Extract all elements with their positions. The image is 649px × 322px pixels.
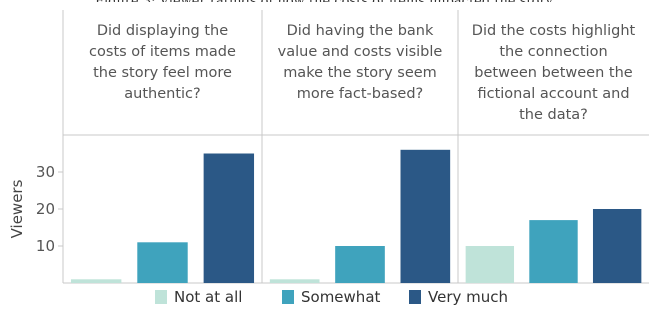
panel-title-line: more fact-based? — [297, 86, 424, 102]
panel-title-line: the connection — [499, 44, 607, 60]
bar-very-much — [401, 150, 451, 283]
panel-title-line: between between the — [474, 65, 632, 81]
y-tick-label: 10 — [36, 237, 55, 255]
panel-title-line: costs of items made — [89, 44, 236, 60]
panel-title-line: make the story seem — [283, 65, 437, 81]
panel-title-line: authentic? — [124, 86, 200, 102]
y-tick-label: 20 — [36, 200, 55, 218]
y-axis-title: Viewers — [8, 179, 26, 238]
panel-title-line: Did having the bank — [287, 23, 434, 39]
caption-mask — [0, 2, 649, 10]
bar-very-much — [593, 209, 641, 283]
panel-title-line: the data? — [519, 107, 588, 123]
legend-swatch-not-at-all — [155, 290, 167, 304]
bar-not-at-all — [71, 279, 121, 283]
panel-title-line: fictional account and — [477, 86, 629, 102]
panel-title-line: Did the costs highlight — [472, 23, 636, 39]
panel-title-line: Did displaying the — [97, 23, 228, 39]
bar-somewhat — [335, 246, 385, 283]
panel-title-line: value and costs visible — [278, 44, 443, 60]
bar-somewhat — [529, 220, 577, 283]
bar-very-much — [204, 154, 254, 284]
panel-title-line: the story feel more — [93, 65, 232, 81]
y-tick-label: 30 — [36, 163, 55, 181]
legend-label: Not at all — [174, 288, 242, 306]
legend-label: Somewhat — [301, 288, 381, 306]
legend-swatch-very-much — [409, 290, 421, 304]
bar-not-at-all — [466, 246, 514, 283]
bar-somewhat — [137, 242, 187, 283]
legend-label: Very much — [428, 288, 508, 306]
legend-swatch-somewhat — [282, 290, 294, 304]
bar-not-at-all — [270, 279, 320, 283]
